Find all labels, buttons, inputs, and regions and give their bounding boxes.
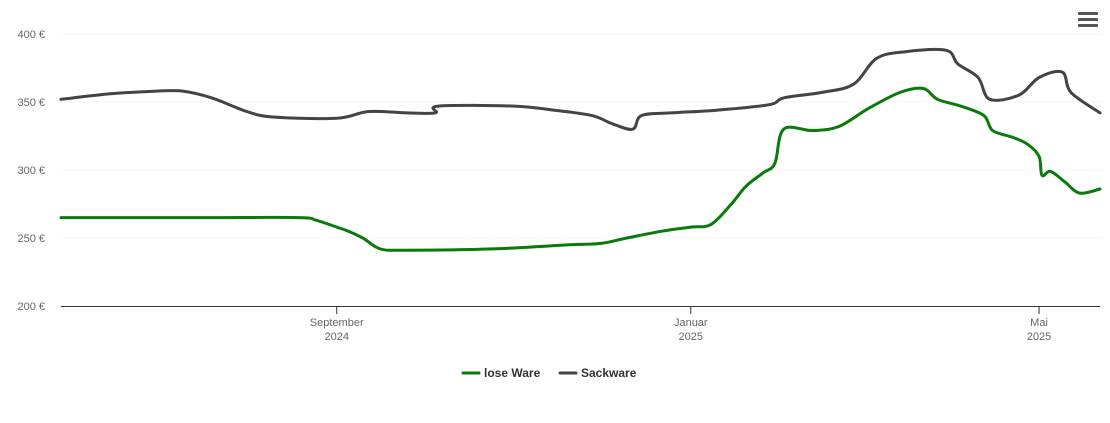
x-tick-year: 2025 — [679, 331, 703, 343]
chart-menu-icon[interactable] — [1078, 12, 1098, 30]
y-tick-label: 350 € — [17, 97, 45, 109]
series-line-lose-ware — [59, 86, 1102, 252]
y-tick-label: 300 € — [17, 165, 45, 177]
x-tick-label: Mai — [1030, 317, 1048, 329]
legend[interactable]: lose Ware Sackware — [461, 366, 637, 380]
legend-item-sackware[interactable]: Sackware — [558, 366, 637, 380]
legend-label: lose Ware — [484, 366, 541, 380]
grid-lines — [61, 33, 1100, 239]
x-tick-label: September — [310, 317, 364, 329]
x-tick-label: Januar — [674, 317, 708, 329]
x-tick-year: 2025 — [1027, 331, 1051, 343]
x-tick-year: 2024 — [324, 331, 348, 343]
x-axis-ticks: September 2024 Januar 2025 Mai 2025 — [310, 306, 1051, 343]
y-tick-label: 250 € — [17, 233, 45, 245]
legend-item-lose-ware[interactable]: lose Ware — [461, 366, 541, 380]
series-lines — [59, 47, 1102, 252]
y-tick-label: 200 € — [17, 301, 45, 313]
y-tick-label: 400 € — [17, 29, 45, 41]
legend-label: Sackware — [581, 366, 637, 380]
series-line-sackware — [59, 47, 1102, 131]
y-axis-ticks: 200 € 250 € 300 € 350 € 400 € — [17, 29, 45, 313]
